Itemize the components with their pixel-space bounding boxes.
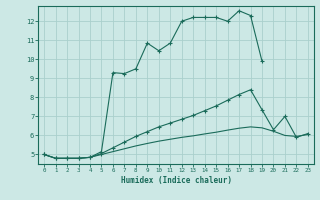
X-axis label: Humidex (Indice chaleur): Humidex (Indice chaleur) — [121, 176, 231, 185]
